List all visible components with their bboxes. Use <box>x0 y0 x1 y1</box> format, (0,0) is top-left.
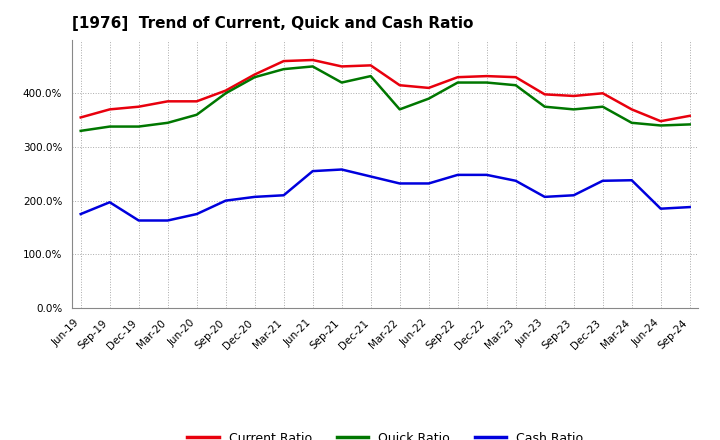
Line: Current Ratio: Current Ratio <box>81 60 690 121</box>
Cash Ratio <box>395 181 404 186</box>
Current Ratio <box>627 107 636 112</box>
Cash Ratio <box>308 169 317 174</box>
Cash Ratio <box>424 181 433 186</box>
Cash Ratio <box>105 200 114 205</box>
Current Ratio <box>76 115 85 120</box>
Quick Ratio <box>76 128 85 133</box>
Quick Ratio <box>482 80 491 85</box>
Cash Ratio <box>192 211 201 216</box>
Quick Ratio <box>570 107 578 112</box>
Quick Ratio <box>251 74 259 80</box>
Current Ratio <box>163 99 172 104</box>
Line: Cash Ratio: Cash Ratio <box>81 169 690 220</box>
Current Ratio <box>192 99 201 104</box>
Text: [1976]  Trend of Current, Quick and Cash Ratio: [1976] Trend of Current, Quick and Cash … <box>72 16 473 32</box>
Quick Ratio <box>541 104 549 109</box>
Current Ratio <box>221 88 230 93</box>
Cash Ratio <box>338 167 346 172</box>
Current Ratio <box>338 64 346 69</box>
Quick Ratio <box>308 64 317 69</box>
Quick Ratio <box>395 107 404 112</box>
Current Ratio <box>657 118 665 124</box>
Current Ratio <box>511 74 520 80</box>
Current Ratio <box>105 107 114 112</box>
Cash Ratio <box>251 194 259 199</box>
Quick Ratio <box>279 66 288 72</box>
Quick Ratio <box>598 104 607 109</box>
Current Ratio <box>279 59 288 64</box>
Current Ratio <box>598 91 607 96</box>
Cash Ratio <box>541 194 549 199</box>
Cash Ratio <box>511 178 520 183</box>
Cash Ratio <box>657 206 665 211</box>
Current Ratio <box>135 104 143 109</box>
Quick Ratio <box>221 91 230 96</box>
Cash Ratio <box>454 172 462 177</box>
Current Ratio <box>482 73 491 79</box>
Cash Ratio <box>221 198 230 203</box>
Current Ratio <box>541 92 549 97</box>
Legend: Current Ratio, Quick Ratio, Cash Ratio: Current Ratio, Quick Ratio, Cash Ratio <box>182 427 588 440</box>
Current Ratio <box>395 83 404 88</box>
Line: Quick Ratio: Quick Ratio <box>81 66 690 131</box>
Quick Ratio <box>366 73 375 79</box>
Current Ratio <box>685 113 694 118</box>
Quick Ratio <box>685 122 694 127</box>
Quick Ratio <box>338 80 346 85</box>
Current Ratio <box>366 63 375 68</box>
Quick Ratio <box>454 80 462 85</box>
Quick Ratio <box>511 83 520 88</box>
Quick Ratio <box>163 120 172 125</box>
Cash Ratio <box>598 178 607 183</box>
Cash Ratio <box>570 193 578 198</box>
Quick Ratio <box>105 124 114 129</box>
Current Ratio <box>424 85 433 91</box>
Cash Ratio <box>482 172 491 177</box>
Cash Ratio <box>135 218 143 223</box>
Cash Ratio <box>685 205 694 210</box>
Cash Ratio <box>627 178 636 183</box>
Current Ratio <box>570 93 578 99</box>
Current Ratio <box>308 57 317 62</box>
Cash Ratio <box>279 193 288 198</box>
Current Ratio <box>251 72 259 77</box>
Cash Ratio <box>76 211 85 216</box>
Quick Ratio <box>627 120 636 125</box>
Quick Ratio <box>657 123 665 128</box>
Quick Ratio <box>135 124 143 129</box>
Current Ratio <box>454 74 462 80</box>
Quick Ratio <box>192 112 201 117</box>
Cash Ratio <box>163 218 172 223</box>
Quick Ratio <box>424 96 433 101</box>
Cash Ratio <box>366 174 375 179</box>
